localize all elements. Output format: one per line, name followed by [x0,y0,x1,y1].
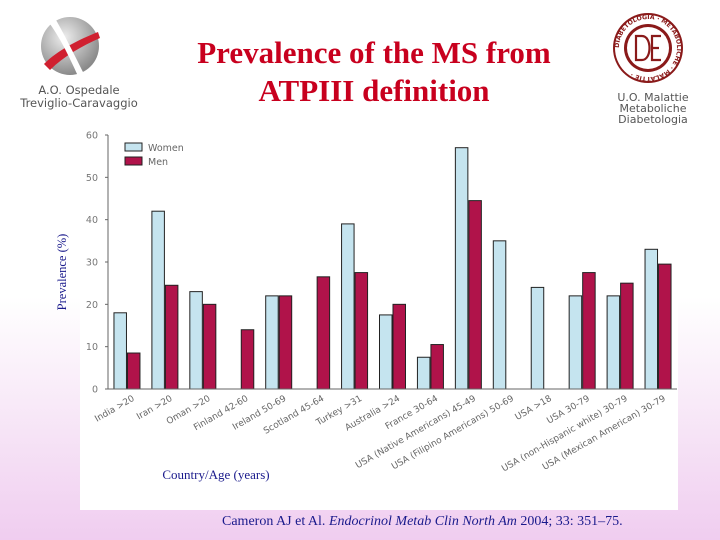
bar-men [278,295,293,390]
unit-name-line2: Metaboliche [619,102,687,115]
y-tick-label: 60 [86,131,98,142]
source-citation: Cameron AJ et Al. Endocrinol Metab Clin … [222,514,623,530]
slide-title: Prevalence of the MS from ATPIII definit… [160,34,588,110]
citation-journal: Endocrinol Metab Clin North Am [328,514,517,529]
y-axis-label: Prevalence (%) [55,234,69,311]
bar-men [316,276,331,390]
y-tick-label: 50 [86,173,98,184]
bar-men [392,303,406,390]
slide-title-line1: Prevalence of the MS from [197,35,551,70]
bar-women [492,240,507,390]
hospital-logo [41,17,100,76]
bar-men [126,352,141,390]
hospital-name-line2: Treviglio-Caravaggio [20,96,138,110]
bar-women [416,356,431,390]
legend-label-women: Women [148,143,184,154]
bar-women [568,295,583,390]
bar-men [468,200,482,390]
legend-swatch-men [124,156,143,166]
bar-women [189,291,203,390]
bar-women [454,147,469,390]
bar-men [240,329,255,390]
unit-name-line1: U.O. Malattie [617,91,689,104]
bar-men [620,282,634,390]
hospital-name-line1: A.O. Ospedale [38,83,120,97]
bar-men [582,272,596,390]
bar-women [265,295,279,390]
bar-women [341,223,355,390]
bar-women [530,286,545,390]
bar-men [430,344,444,390]
diabetology-seal-logo: DIABETOLOGIA · METABOLICHE · MALATTIE · [613,13,683,83]
bar-men [354,272,369,390]
y-tick-label: 40 [86,215,98,226]
unit-name-line3: Diabetologia [618,113,688,126]
x-axis-label: Country/Age (years) [162,467,269,482]
y-tick-label: 0 [92,385,98,396]
bar-women [379,314,393,390]
y-tick-label: 20 [86,300,98,311]
bar-women [606,295,621,390]
y-tick-label: 10 [86,342,98,353]
bar-women [151,210,165,390]
hospital-name: A.O. Ospedale Treviglio-Caravaggio [4,84,154,110]
unit-name: U.O. Malattie Metaboliche Diabetologia [596,92,710,125]
slide-title-line2: ATPIII definition [258,73,490,108]
bar-women [113,312,127,390]
citation-authors: Cameron AJ et Al. [222,514,326,529]
legend-swatch-women [124,142,143,152]
citation-details: 2004; 33: 351–75. [520,514,623,529]
y-tick-label: 30 [86,258,98,269]
bar-men [658,263,672,390]
bar-women [644,248,659,390]
bar-men [202,303,217,390]
legend-label-men: Men [148,157,168,168]
bar-men [164,284,179,390]
